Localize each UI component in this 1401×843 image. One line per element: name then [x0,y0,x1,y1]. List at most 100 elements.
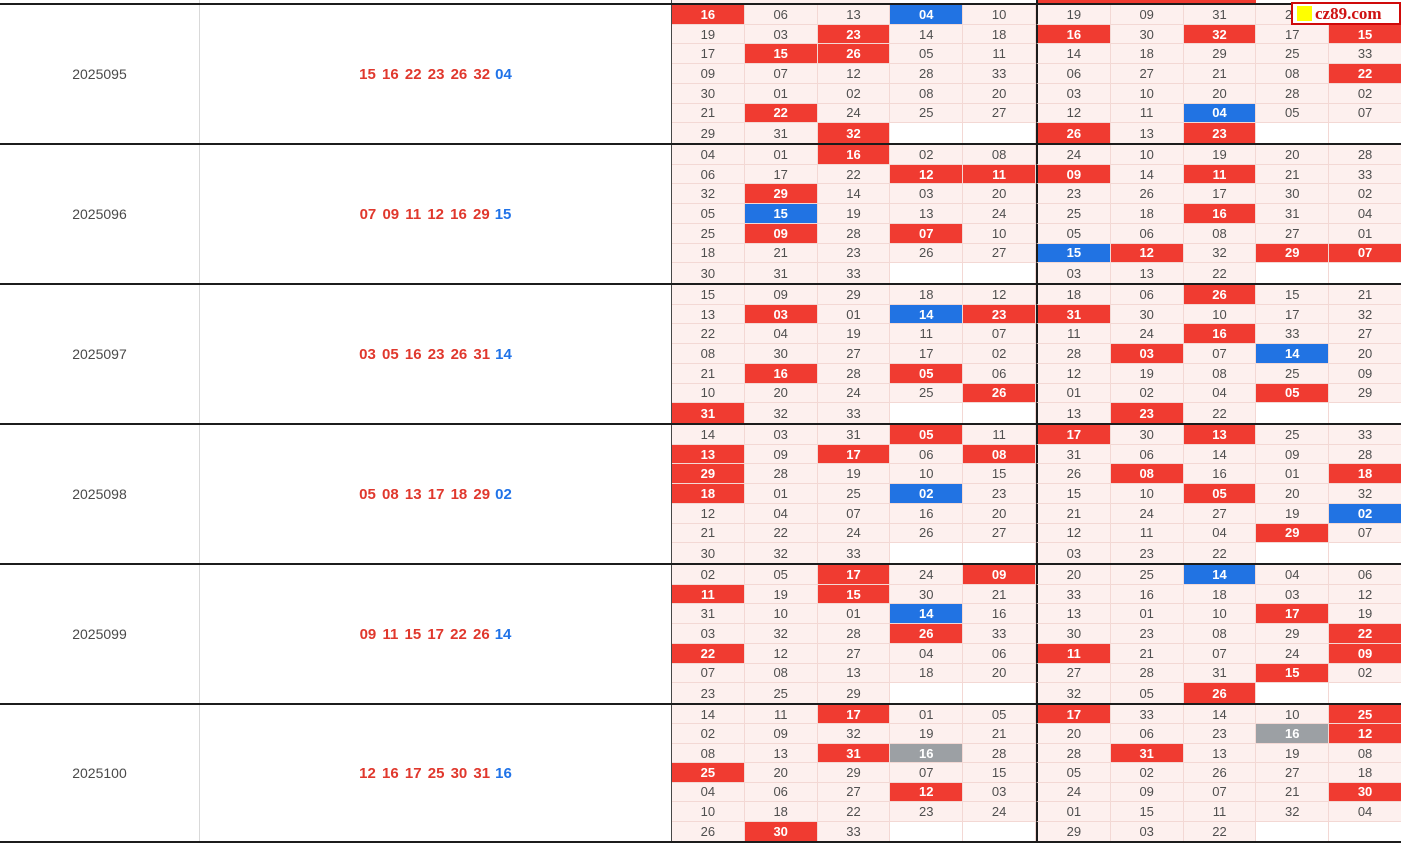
grid-cell: 32 [744,403,818,424]
grid-cell: 32 [1183,24,1257,45]
number-grid: 1606130410190931241903231418163032171517… [672,5,1401,144]
grid-cell: 05 [1256,103,1330,124]
grid-cell: 02 [1329,184,1401,205]
draws-table: 2025095 15 16 22 23 26 32 04 16 06 13 04 10 19 09… [0,3,1401,843]
grid-row: 06 17 22 12 11 09 14 11 21 33 [672,164,1401,185]
grid-cell: 17 [1256,304,1330,325]
grid-cell: 32 [817,123,891,144]
blue-number: 14 [494,625,512,643]
grid-cell: 21 [672,363,745,384]
grid-row: 09 07 12 28 33 06 27 21 08 22 [672,64,1401,84]
grid-cell: 23 [1110,543,1184,564]
grid-cell: 19 [1256,503,1330,524]
grid-cell: 07 [1183,344,1257,364]
blue-number: 15 [494,205,512,223]
grid-cell: 14 [817,184,891,205]
grid-cell [890,821,964,841]
grid-cell: 04 [1256,565,1330,585]
grid-row: 21 22 24 25 27 12 11 04 05 07 [672,103,1401,124]
grid-cell: 29 [744,184,818,205]
grid-cell [1329,821,1401,841]
grid-cell: 29 [1035,821,1111,841]
grid-cell [1256,543,1330,564]
grid-cell [1256,123,1330,144]
grid-cell: 19 [1035,5,1111,25]
grid-cell: 04 [744,503,818,524]
grid-cell: 21 [963,584,1036,605]
grid-cell: 01 [1329,223,1401,244]
grid-cell: 16 [744,363,818,384]
grid-cell: 17 [1256,604,1330,625]
grid-cell: 02 [890,145,964,165]
grid-cell: 09 [744,285,818,305]
grid-cell: 17 [1035,425,1111,445]
grid-cell: 06 [672,164,745,185]
grid-row: 23 25 29 32 05 26 [672,683,1401,704]
cz89-logo[interactable]: cz89.com [1291,2,1401,25]
grid-cell: 22 [1183,403,1257,424]
grid-cell: 14 [890,604,964,625]
grid-cell: 11 [963,44,1036,65]
grid-cell: 18 [963,24,1036,45]
grid-cell: 25 [1110,565,1184,585]
grid-cell: 28 [1256,83,1330,104]
grid-cell: 11 [744,705,818,725]
grid-cell: 02 [672,565,745,585]
grid-row: 26 30 33 29 03 22 [672,821,1401,841]
grid-cell: 11 [1183,164,1257,185]
grid-cell: 12 [1035,523,1111,544]
grid-cell: 31 [1256,204,1330,224]
grid-cell: 09 [744,724,818,744]
grid-cell: 18 [672,484,745,504]
grid-cell: 07 [744,64,818,84]
draw-block: 2025098 05 08 13 17 18 29 02 14 03 31 05 11 17 30… [0,423,1401,564]
grid-cell: 23 [1110,624,1184,644]
grid-cell: 03 [1035,263,1111,284]
grid-cell: 26 [890,243,964,264]
grid-cell: 16 [1183,464,1257,485]
grid-cell: 21 [1035,503,1111,524]
grid-cell: 20 [1329,344,1401,364]
grid-cell: 27 [1256,223,1330,244]
grid-cell: 13 [1183,743,1257,764]
grid-cell: 20 [744,763,818,783]
grid-cell: 31 [672,604,745,625]
grid-cell: 13 [1110,123,1184,144]
grid-cell: 01 [1256,464,1330,485]
grid-cell: 05 [890,363,964,384]
grid-cell: 01 [890,705,964,725]
grid-cell: 26 [1035,123,1111,144]
grid-cell: 22 [744,103,818,124]
grid-cell: 14 [672,425,745,445]
grid-cell: 31 [672,403,745,424]
grid-cell: 17 [817,705,891,725]
grid-cell: 11 [1035,643,1111,664]
grid-cell: 08 [1183,223,1257,244]
number-grid: 04 01 16 02 08 24 10 19 20 28 06 17 22 12 11 09 14 11 21 33… [672,145,1401,284]
grid-cell: 01 [1110,604,1184,625]
grid-cell: 26 [1183,763,1257,783]
grid-cell [890,123,964,144]
grid-cell: 09 [672,64,745,84]
grid-row: 18 21 23 26 27 15 12 32 29 07 [672,243,1401,264]
grid-cell: 31 [1110,743,1184,764]
grid-cell [963,821,1036,841]
grid-cell: 28 [744,464,818,485]
partial-grid-cell [962,0,1036,3]
grid-cell: 19 [1256,743,1330,764]
grid-cell: 32 [1183,243,1257,264]
grid-cell: 24 [1110,324,1184,345]
grid-cell: 30 [1110,304,1184,325]
grid-cell: 26 [672,821,745,841]
grid-cell: 33 [1256,324,1330,345]
grid-cell: 19 [1329,604,1401,625]
grid-row: 18 01 25 02 23 15 10 05 20 32 [672,484,1401,504]
grid-row: 12 04 07 16 20 21 24 27 19 02 [672,503,1401,524]
grid-row: 13 03 01 14 23 31 30 10 17 32 [672,304,1401,325]
grid-cell: 30 [672,83,745,104]
top-partial-row [0,0,1401,3]
grid-cell: 22 [672,643,745,664]
partial-grid-cell [1182,0,1256,3]
grid-cell: 18 [890,663,964,684]
grid-row: 29 31 32 26 13 23 [672,123,1401,144]
